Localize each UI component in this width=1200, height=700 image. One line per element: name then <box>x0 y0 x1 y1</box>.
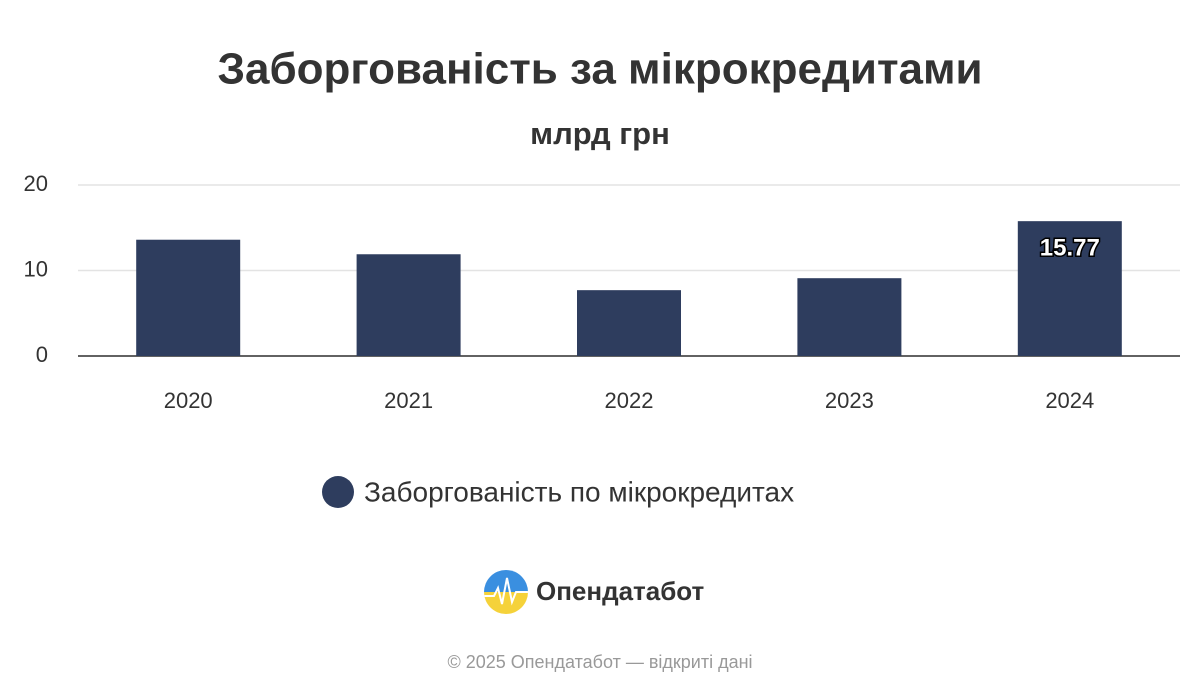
copyright: © 2025 Опендатабот — відкриті дані <box>447 652 752 672</box>
chart-title: Заборгованість за мікрокредитами <box>217 45 982 94</box>
y-tick-label: 20 <box>24 171 48 196</box>
data-label: 15.77 <box>1040 235 1100 262</box>
x-tick-label: 2022 <box>605 388 654 413</box>
bar <box>136 239 241 356</box>
bar <box>1017 221 1122 356</box>
x-tick-label: 2024 <box>1045 388 1094 413</box>
bar <box>356 254 461 356</box>
x-tick-label: 2020 <box>164 388 213 413</box>
logo-icon <box>484 570 528 614</box>
x-tick-label: 2021 <box>384 388 433 413</box>
legend-swatch <box>322 476 354 508</box>
chart-subtitle: млрд грн <box>530 116 670 151</box>
brand: Опендатабот <box>536 576 705 606</box>
bar <box>577 290 681 356</box>
logo: Опендатабот <box>484 570 705 614</box>
y-tick-label: 0 <box>36 342 48 367</box>
x-tick-label: 2023 <box>825 388 874 413</box>
bar <box>797 278 902 356</box>
legend-label: Заборгованість по мікрокредитах <box>364 476 794 507</box>
y-tick-label: 10 <box>24 256 48 281</box>
